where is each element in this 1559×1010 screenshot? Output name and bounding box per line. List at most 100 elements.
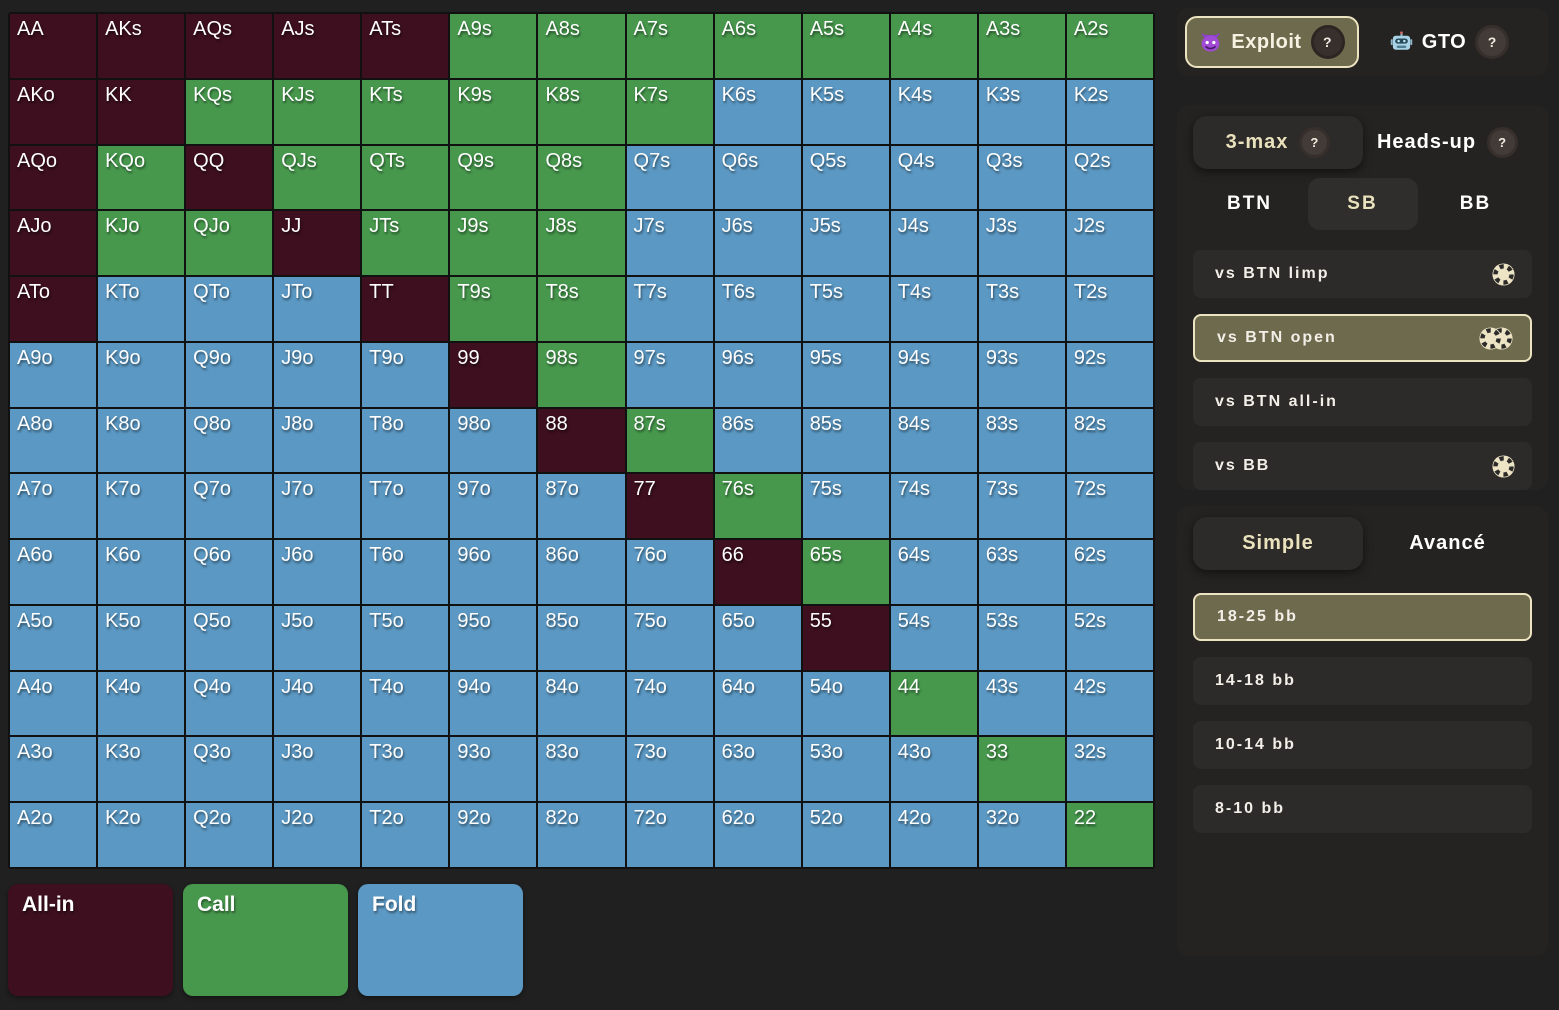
hand-cell-A6o: A6o xyxy=(10,540,97,604)
hand-cell-J9o: J9o xyxy=(274,342,361,407)
3max-help-button[interactable]: ? xyxy=(1299,126,1331,158)
scenario-vs-btn-limp[interactable]: vs BTN limp xyxy=(1193,250,1532,298)
hand-cell-T6o: T6o xyxy=(362,540,449,604)
exploit-button[interactable]: Exploit ? xyxy=(1185,16,1359,68)
headsup-help-button[interactable]: ? xyxy=(1487,126,1519,158)
hand-cell-J5s: J5s xyxy=(802,211,889,276)
hand-cell-K3o: K3o xyxy=(98,737,185,802)
hand-cell-A4o: A4o xyxy=(10,671,97,736)
hand-cell-73s: 73s xyxy=(978,474,1065,539)
hand-cell-99: 99 xyxy=(450,342,537,407)
hand-cell-75s: 75s xyxy=(802,474,889,539)
hand-cell-Q4s: Q4s xyxy=(890,145,977,210)
hand-cell-AA: AA xyxy=(10,14,97,78)
scenario-vs-bb[interactable]: vs BB xyxy=(1193,442,1532,490)
position-sb[interactable]: SB xyxy=(1306,178,1419,230)
hand-cell-A8o: A8o xyxy=(10,408,97,473)
chip-icon xyxy=(1491,454,1516,479)
hand-cell-QJs: QJs xyxy=(274,145,361,210)
hand-cell-Q7s: Q7s xyxy=(626,145,713,210)
stack-depth-8-10-bb[interactable]: 8-10 bb xyxy=(1193,785,1532,833)
hand-cell-K4s: K4s xyxy=(890,79,977,144)
hand-cell-52s: 52s xyxy=(1066,605,1153,670)
gto-help-button[interactable]: ? xyxy=(1475,25,1510,59)
hand-cell-76s: 76s xyxy=(714,474,801,539)
hand-cell-55: 55 xyxy=(802,605,889,670)
tab-simple[interactable]: Simple xyxy=(1193,516,1363,570)
tab-3max[interactable]: 3-max ? xyxy=(1193,115,1363,169)
hand-cell-98s: 98s xyxy=(538,342,625,407)
stack-depth-14-18-bb[interactable]: 14-18 bb xyxy=(1193,657,1532,705)
position-bb[interactable]: BB xyxy=(1419,193,1532,215)
hand-cell-43s: 43s xyxy=(978,671,1065,736)
hand-cell-K2s: K2s xyxy=(1066,79,1153,144)
hand-cell-62o: 62o xyxy=(714,803,801,867)
stack-depth-10-14-bb[interactable]: 10-14 bb xyxy=(1193,721,1532,769)
hand-cell-65o: 65o xyxy=(714,605,801,670)
hand-cell-Q8o: Q8o xyxy=(186,408,273,473)
hand-cell-AQo: AQo xyxy=(10,145,97,210)
hand-cell-J9s: J9s xyxy=(450,211,537,276)
hand-cell-K5o: K5o xyxy=(98,605,185,670)
format-tabs: 3-max ? Heads-up ? xyxy=(1193,113,1532,171)
hand-cell-J5o: J5o xyxy=(274,605,361,670)
hand-cell-QJo: QJo xyxy=(186,211,273,276)
hand-cell-96o: 96o xyxy=(450,540,537,604)
position-tabs: BTN SB BB xyxy=(1193,171,1532,237)
position-btn[interactable]: BTN xyxy=(1193,193,1306,215)
hand-cell-84o: 84o xyxy=(538,671,625,736)
hand-cell-42o: 42o xyxy=(890,803,977,867)
hand-cell-97s: 97s xyxy=(626,342,713,407)
hand-cell-66: 66 xyxy=(714,540,801,604)
hand-cell-J2s: J2s xyxy=(1066,211,1153,276)
hand-cell-ATs: ATs xyxy=(362,14,449,78)
hand-cell-Q8s: Q8s xyxy=(538,145,625,210)
hand-cell-44: 44 xyxy=(890,671,977,736)
scenario-label: vs BTN all-in xyxy=(1215,393,1338,410)
hand-cell-76o: 76o xyxy=(626,540,713,604)
stack-depth-18-25-bb[interactable]: 18-25 bb xyxy=(1193,593,1532,641)
hand-cell-J3s: J3s xyxy=(978,211,1065,276)
hand-cell-AKs: AKs xyxy=(98,14,185,78)
hand-cell-KTs: KTs xyxy=(362,79,449,144)
hand-cell-J8s: J8s xyxy=(538,211,625,276)
hand-cell-52o: 52o xyxy=(802,803,889,867)
hand-cell-74o: 74o xyxy=(626,671,713,736)
mode-panel: Exploit ? GTO xyxy=(1177,8,1548,76)
hand-cell-T3s: T3s xyxy=(978,277,1065,341)
tab-avance[interactable]: Avancé xyxy=(1363,532,1532,555)
hand-cell-JJ: JJ xyxy=(274,211,361,276)
hand-cell-Q5o: Q5o xyxy=(186,605,273,670)
stack-depth-label: 18-25 bb xyxy=(1217,608,1298,625)
hand-cell-QQ: QQ xyxy=(186,145,273,210)
hand-cell-QTs: QTs xyxy=(362,145,449,210)
gto-button[interactable]: GTO ? xyxy=(1359,25,1540,59)
hand-cell-K6s: K6s xyxy=(714,79,801,144)
hand-cell-63o: 63o xyxy=(714,737,801,802)
hand-cell-95o: 95o xyxy=(450,605,537,670)
tab-headsup[interactable]: Heads-up ? xyxy=(1363,126,1532,158)
hand-cell-53o: 53o xyxy=(802,737,889,802)
exploit-help-button[interactable]: ? xyxy=(1310,25,1345,59)
scenario-vs-btn-open[interactable]: vs BTN open xyxy=(1193,314,1532,362)
hand-cell-A8s: A8s xyxy=(538,14,625,78)
scenario-vs-btn-all-in[interactable]: vs BTN all-in xyxy=(1193,378,1532,426)
hand-cell-T8s: T8s xyxy=(538,277,625,341)
hand-cell-J4s: J4s xyxy=(890,211,977,276)
double-chip-icon xyxy=(1478,326,1514,351)
hand-cell-T9s: T9s xyxy=(450,277,537,341)
tab-simple-label: Simple xyxy=(1242,531,1314,554)
legend-allin: All-in xyxy=(8,884,173,996)
hand-cell-62s: 62s xyxy=(1066,540,1153,604)
hand-cell-AKo: AKo xyxy=(10,79,97,144)
hand-cell-T4s: T4s xyxy=(890,277,977,341)
hand-cell-A2s: A2s xyxy=(1066,14,1153,78)
hand-cell-T5o: T5o xyxy=(362,605,449,670)
hand-cell-43o: 43o xyxy=(890,737,977,802)
hand-cell-T7s: T7s xyxy=(626,277,713,341)
hand-cell-Q6o: Q6o xyxy=(186,540,273,604)
hand-cell-KQo: KQo xyxy=(98,145,185,210)
hand-cell-Q5s: Q5s xyxy=(802,145,889,210)
hand-cell-K6o: K6o xyxy=(98,540,185,604)
hand-cell-A4s: A4s xyxy=(890,14,977,78)
